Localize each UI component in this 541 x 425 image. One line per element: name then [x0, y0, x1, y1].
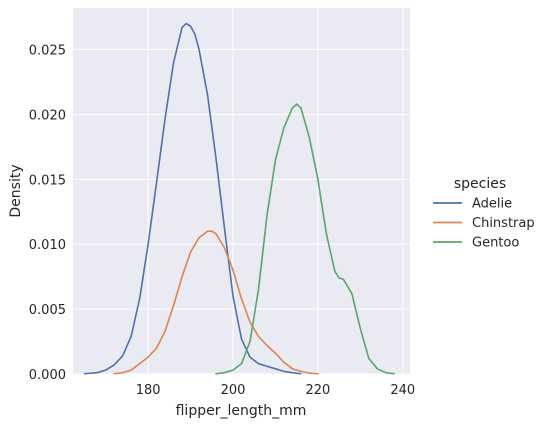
y-tick-label: 0.015	[29, 173, 66, 188]
x-tick-label: 220	[305, 383, 330, 398]
series-line-adelie	[83, 22, 302, 375]
y-tick-label: 0.010	[29, 238, 66, 253]
legend-label-chinstrap: Chinstrap	[472, 216, 535, 231]
plot-area	[73, 8, 410, 374]
y-axis-label: Density	[8, 164, 24, 217]
legend-title: species	[454, 176, 506, 192]
y-tick-label: 0.000	[29, 368, 66, 383]
grid-lines	[73, 8, 410, 375]
x-axis-label: flipper_length_mm	[176, 403, 307, 419]
series-lines	[83, 22, 396, 375]
legend-label-gentoo: Gentoo	[472, 236, 519, 251]
y-tick-label: 0.005	[29, 303, 66, 318]
y-tick-label: 0.025	[29, 44, 66, 59]
legend: species Adelie Chinstrap Gentoo	[433, 176, 535, 251]
x-tick-label: 200	[221, 383, 246, 398]
y-tick-label: 0.020	[29, 108, 66, 123]
series-line-gentoo	[215, 103, 396, 375]
x-tick-label: 180	[136, 383, 161, 398]
x-tick-labels: 180 200 220 240	[136, 383, 415, 398]
x-tick-label: 240	[390, 383, 415, 398]
y-tick-labels: 0.000 0.005 0.010 0.015 0.020 0.025	[29, 44, 66, 383]
legend-label-adelie: Adelie	[472, 197, 512, 212]
series-line-chinstrap	[113, 230, 319, 375]
